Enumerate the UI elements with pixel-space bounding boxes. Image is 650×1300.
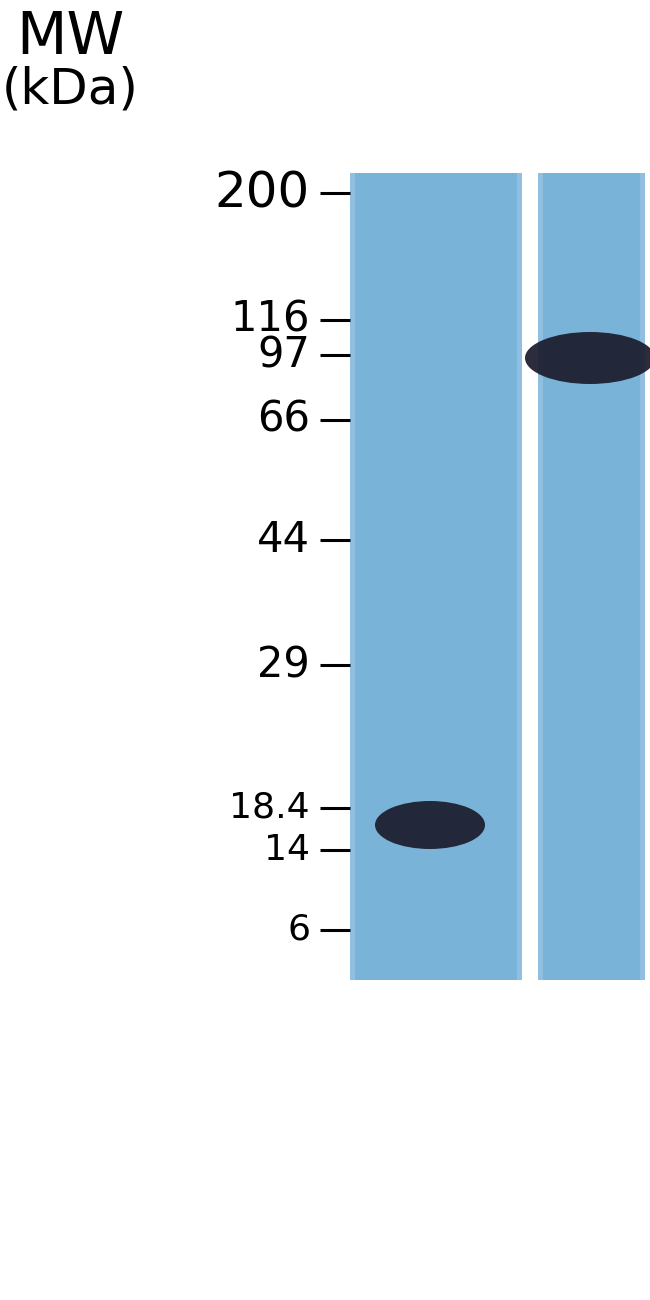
- Text: 200: 200: [214, 169, 310, 217]
- Text: (kDa): (kDa): [1, 66, 138, 114]
- Text: 14: 14: [264, 833, 310, 867]
- Ellipse shape: [525, 332, 650, 384]
- Bar: [538, 173, 645, 980]
- Bar: [640, 173, 645, 980]
- Text: 29: 29: [257, 644, 310, 686]
- Text: 66: 66: [257, 399, 310, 441]
- Ellipse shape: [375, 801, 485, 849]
- Bar: [517, 173, 522, 980]
- Text: MW: MW: [16, 9, 124, 66]
- Text: 18.4: 18.4: [229, 790, 310, 826]
- Text: 116: 116: [231, 299, 310, 341]
- Bar: [538, 173, 543, 980]
- Bar: [350, 173, 355, 980]
- Bar: [350, 173, 522, 980]
- Text: 6: 6: [287, 913, 310, 946]
- Text: 44: 44: [257, 519, 310, 562]
- Text: 97: 97: [257, 334, 310, 376]
